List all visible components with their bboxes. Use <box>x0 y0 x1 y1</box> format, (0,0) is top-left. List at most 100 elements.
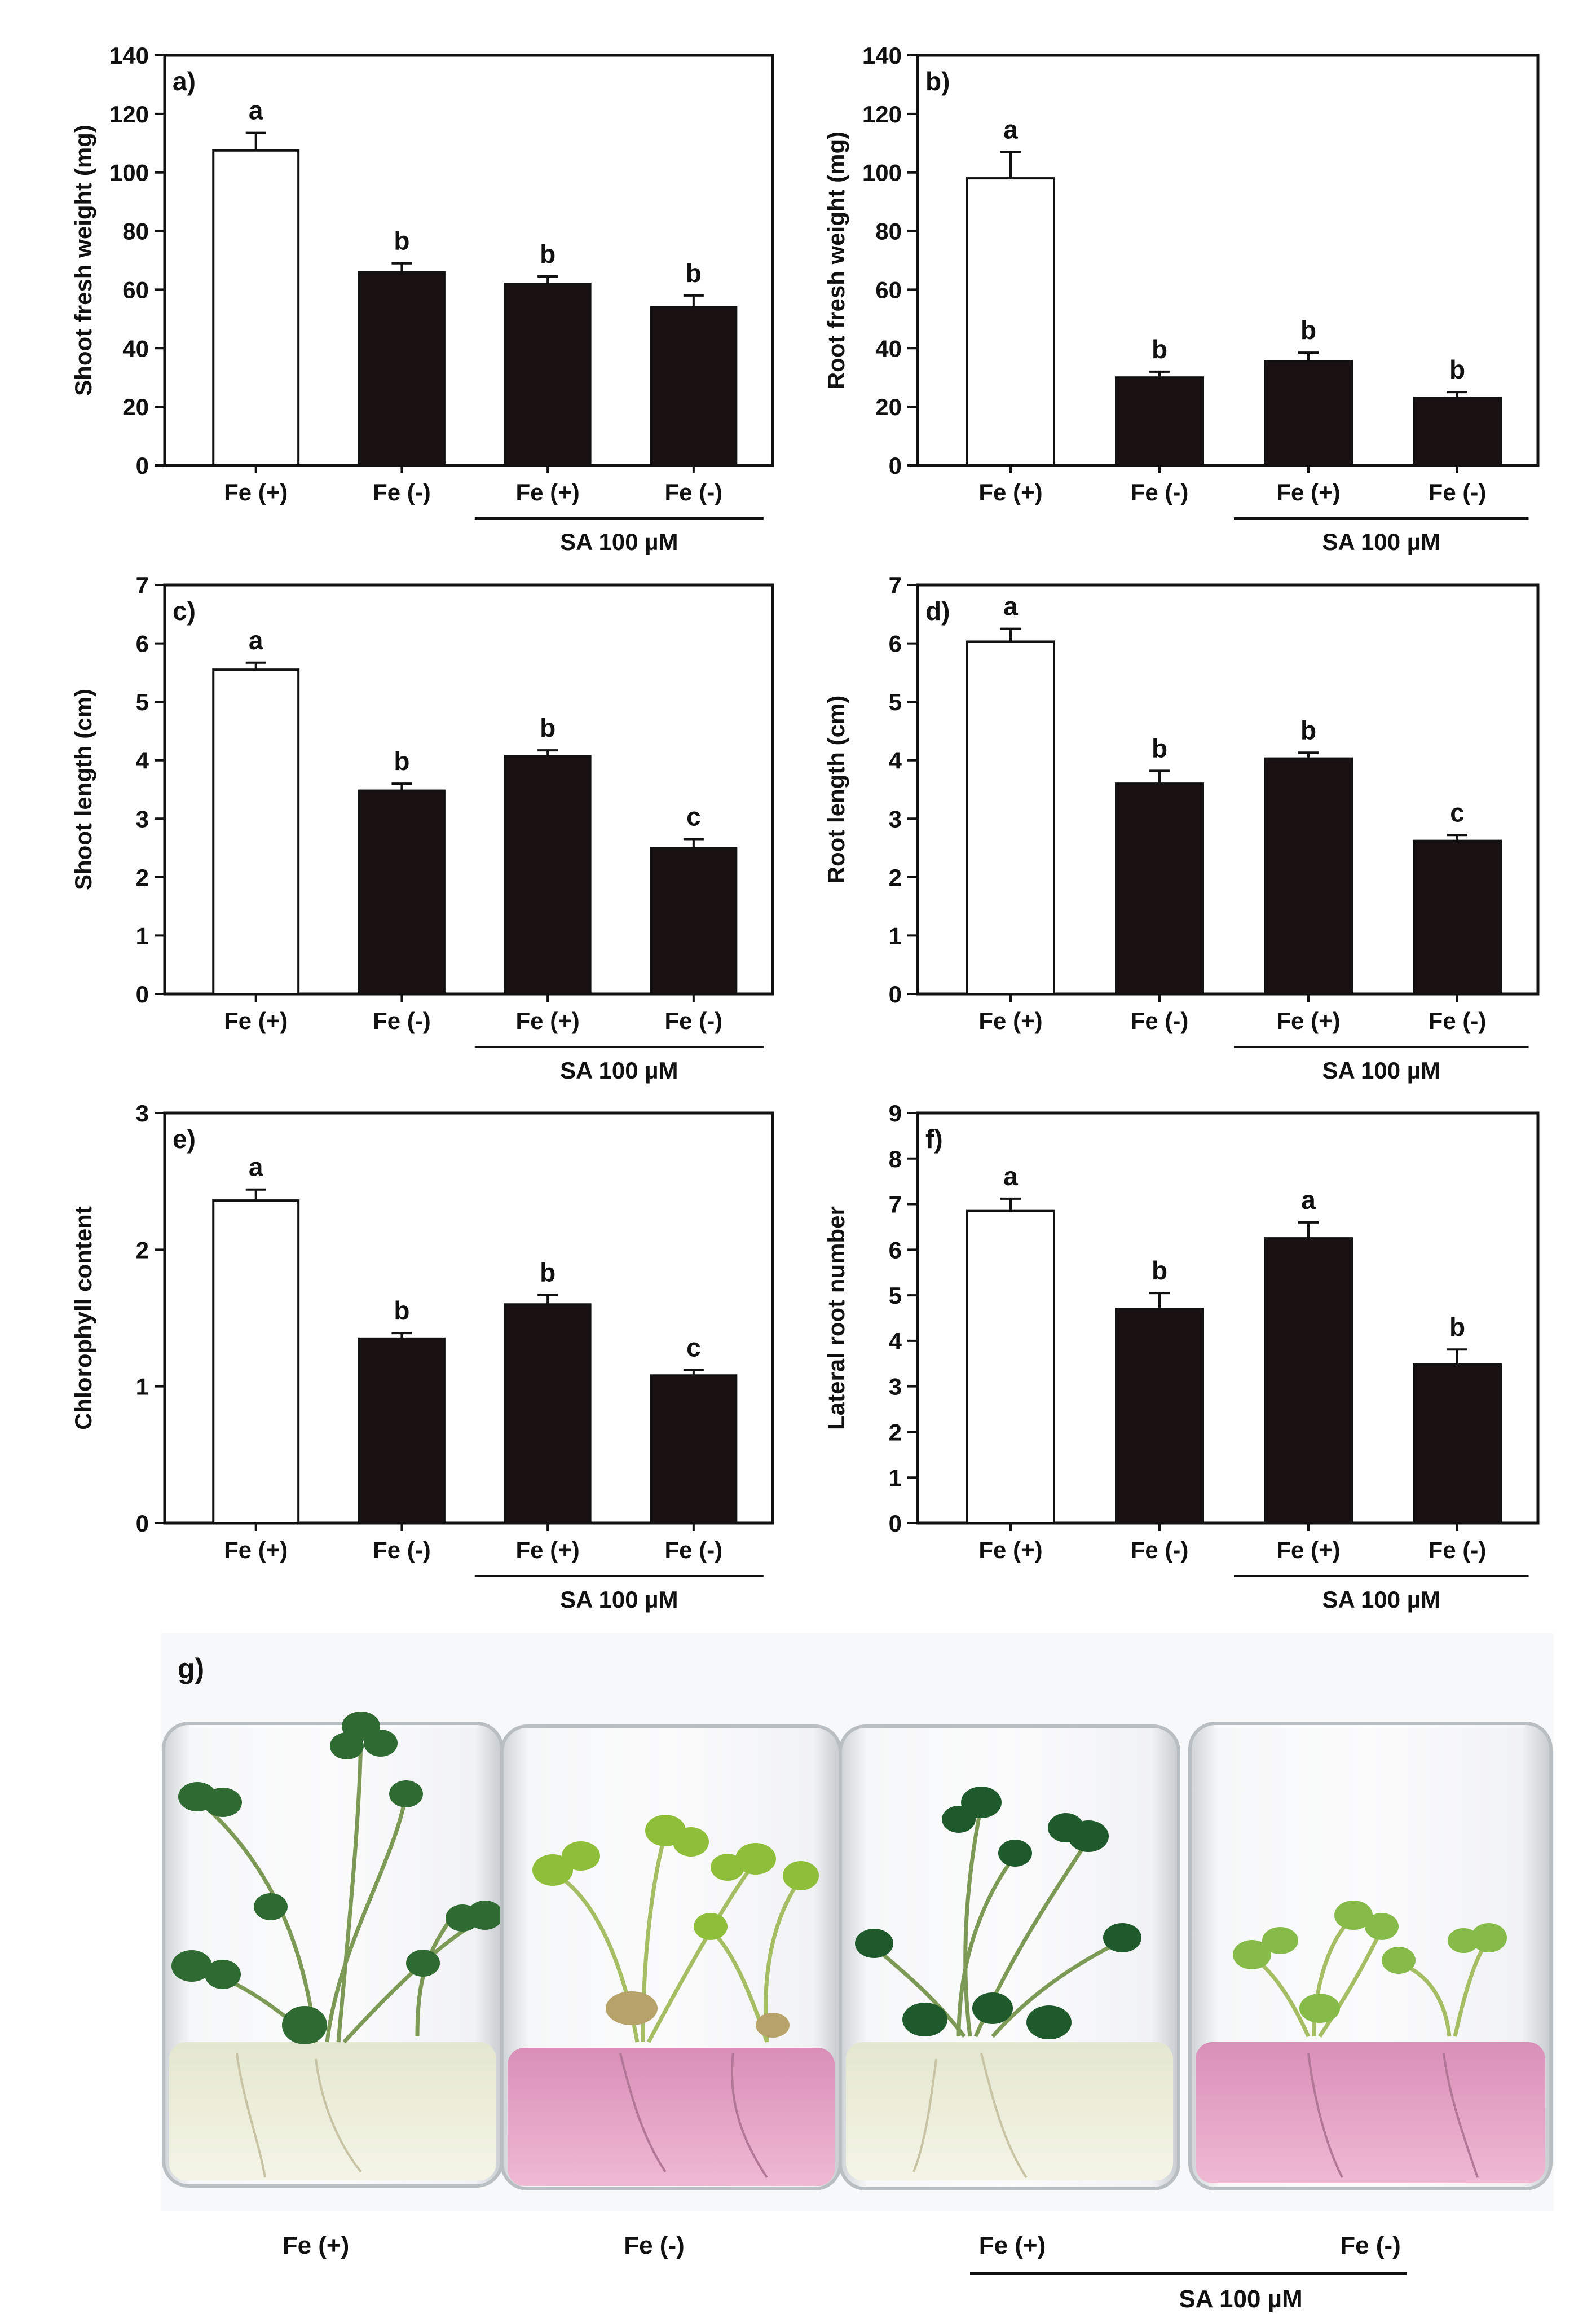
x-tick-label: Fe (+) <box>224 1008 288 1034</box>
bar <box>650 1374 738 1525</box>
significance-letter: b <box>540 713 555 742</box>
bar <box>650 847 738 995</box>
bar <box>966 1209 1055 1524</box>
x-tick-label: Fe (-) <box>1429 479 1487 505</box>
significance-letter: a <box>1003 592 1018 621</box>
y-tick-label: 80 <box>875 218 902 245</box>
plot-frame <box>916 1111 1540 1525</box>
x-tick-label: Fe (+) <box>1276 1008 1340 1034</box>
bar <box>1264 757 1353 996</box>
y-axis-label: Lateral root number <box>823 1206 849 1430</box>
plot-frame <box>163 583 774 996</box>
significance-letter: a <box>1003 1162 1018 1191</box>
y-tick-label: 7 <box>889 572 902 599</box>
bar <box>1264 360 1353 467</box>
significance-letter: a <box>249 626 263 655</box>
significance-letter: b <box>1152 1256 1167 1285</box>
photo-label-1: Fe (+) <box>283 2232 350 2259</box>
x-tick-label: Fe (+) <box>1276 1537 1340 1563</box>
chart-panel: 0 1 2 3 Chlorophyll content e) a Fe (+) b Fe (-) b… <box>70 1100 774 1613</box>
y-tick-label: 40 <box>122 335 149 362</box>
significance-letter: a <box>249 1152 263 1182</box>
y-tick-label: 140 <box>862 42 902 69</box>
plot-frame <box>163 54 774 467</box>
bar <box>358 789 446 995</box>
y-axis-label: Shoot fresh weight (mg) <box>70 125 96 396</box>
y-tick-label: 60 <box>875 276 902 303</box>
bar <box>1413 1363 1502 1524</box>
y-tick-label: 3 <box>889 806 902 832</box>
x-tick-label: Fe (+) <box>224 1537 288 1563</box>
x-tick-label: Fe (-) <box>665 479 723 505</box>
bar <box>504 755 592 995</box>
significance-letter: b <box>1300 715 1316 745</box>
y-tick-label: 100 <box>109 160 149 186</box>
y-tick-label: 1 <box>136 1374 149 1400</box>
chart-panel: 0 20 40 60 80 100 120 140 Shoot fresh weight (mg… <box>70 42 774 555</box>
bar <box>212 1199 300 1524</box>
x-tick-label: Fe (+) <box>516 1537 580 1563</box>
sa-group-label: SA 100 µM <box>1322 1057 1440 1084</box>
y-tick-label: 2 <box>889 1419 902 1445</box>
x-tick-label: Fe (-) <box>1429 1537 1487 1563</box>
y-tick-label: 5 <box>889 689 902 715</box>
bar <box>1413 397 1502 467</box>
significance-letter: b <box>1449 1312 1465 1341</box>
x-tick-label: Fe (+) <box>978 1008 1042 1034</box>
y-tick-label: 140 <box>109 42 149 69</box>
y-tick-label: 60 <box>122 276 149 303</box>
y-tick-label: 6 <box>889 631 902 657</box>
y-tick-label: 7 <box>136 572 149 599</box>
x-tick-label: Fe (-) <box>373 479 431 505</box>
y-tick-label: 1 <box>136 922 149 949</box>
x-tick-label: Fe (-) <box>1131 1537 1189 1563</box>
x-tick-label: Fe (+) <box>1276 479 1340 505</box>
y-tick-label: 3 <box>136 1100 149 1127</box>
bar <box>358 1337 446 1525</box>
sa-group-label: SA 100 µM <box>560 1057 678 1084</box>
y-tick-label: 6 <box>889 1237 902 1263</box>
jar-2 <box>500 1724 842 2190</box>
photo-panel-letter: g) <box>178 1653 204 1684</box>
significance-letter: b <box>540 1257 555 1287</box>
y-tick-label: 120 <box>109 101 149 127</box>
y-tick-label: 0 <box>136 452 149 479</box>
significance-letter: a <box>1301 1185 1316 1215</box>
bar <box>1115 376 1204 467</box>
significance-letter: b <box>1449 355 1465 384</box>
significance-letter: b <box>1152 335 1167 364</box>
y-tick-label: 0 <box>136 981 149 1008</box>
y-tick-label: 20 <box>122 394 149 420</box>
panel-letter: a) <box>173 67 196 96</box>
bar <box>358 271 446 467</box>
plot-frame <box>916 583 1540 996</box>
panel-letter: d) <box>925 596 950 626</box>
y-tick-label: 0 <box>889 452 902 479</box>
bar <box>212 668 300 995</box>
plot-frame <box>916 54 1540 467</box>
y-tick-label: 0 <box>136 1510 149 1537</box>
bar <box>966 177 1055 467</box>
y-tick-label: 8 <box>889 1146 902 1172</box>
y-tick-label: 4 <box>889 1328 902 1354</box>
plot-frame <box>163 1111 774 1525</box>
bar <box>212 149 300 467</box>
x-tick-label: Fe (-) <box>1429 1008 1487 1034</box>
significance-letter: b <box>1300 315 1316 345</box>
bar <box>650 306 738 467</box>
panel-letter: f) <box>925 1124 943 1154</box>
y-axis-label: Chlorophyll content <box>70 1206 96 1430</box>
sa-group-label: SA 100 µM <box>1322 1586 1440 1613</box>
y-tick-label: 7 <box>889 1191 902 1218</box>
y-tick-label: 6 <box>136 631 149 657</box>
y-tick-label: 100 <box>862 160 902 186</box>
photo-sa-label: SA 100 µM <box>1179 2285 1302 2313</box>
bar <box>966 640 1055 995</box>
x-tick-label: Fe (+) <box>978 1537 1042 1563</box>
x-tick-label: Fe (+) <box>224 479 288 505</box>
y-tick-label: 2 <box>136 1237 149 1263</box>
bar <box>504 283 592 467</box>
photo-label-4: Fe (-) <box>1340 2232 1401 2259</box>
